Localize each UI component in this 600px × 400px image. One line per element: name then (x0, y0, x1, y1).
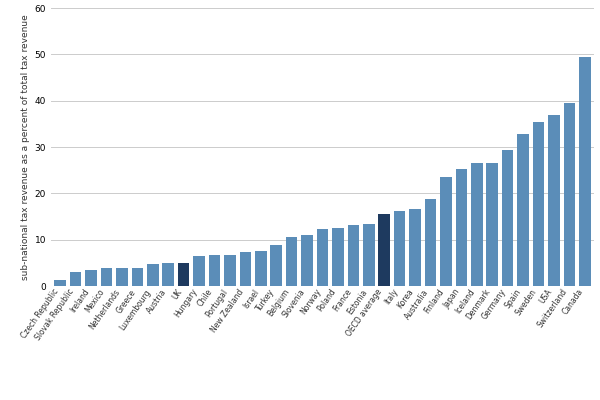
Y-axis label: sub-national tax revenue as a percent of total tax revenue: sub-national tax revenue as a percent of… (22, 14, 31, 280)
Bar (193, 256, 205, 286)
Bar (224, 256, 236, 286)
Bar (533, 122, 544, 286)
Bar (70, 272, 82, 286)
Bar (55, 280, 66, 286)
Bar (239, 252, 251, 286)
Bar (85, 270, 97, 286)
Bar (317, 229, 328, 286)
Bar (455, 169, 467, 286)
Bar (301, 234, 313, 286)
Bar (131, 268, 143, 286)
Bar (147, 264, 158, 286)
Bar (425, 199, 436, 286)
Bar (332, 228, 344, 286)
Bar (116, 268, 128, 286)
Bar (517, 134, 529, 286)
Bar (440, 177, 452, 286)
Bar (487, 163, 498, 286)
Bar (548, 115, 560, 286)
Bar (178, 263, 190, 286)
Bar (409, 209, 421, 286)
Bar (363, 224, 374, 286)
Bar (271, 245, 282, 286)
Bar (563, 103, 575, 286)
Bar (347, 225, 359, 286)
Bar (255, 251, 266, 286)
Bar (163, 263, 174, 286)
Bar (579, 57, 590, 286)
Bar (502, 150, 514, 286)
Bar (286, 237, 298, 286)
Bar (101, 268, 112, 286)
Bar (379, 214, 390, 286)
Bar (471, 163, 482, 286)
Bar (209, 256, 220, 286)
Bar (394, 211, 406, 286)
